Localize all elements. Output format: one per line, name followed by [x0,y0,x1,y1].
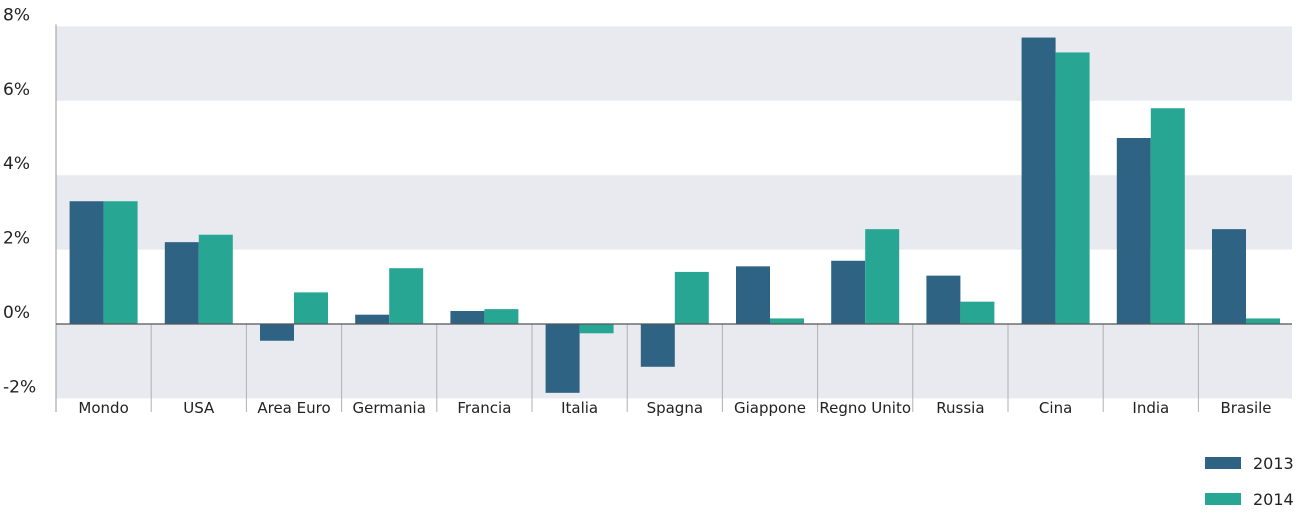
bar-2013-area-euro [260,324,294,341]
bar-2014-cina [1055,52,1090,324]
x-tick-label: Brasile [1220,399,1271,417]
bar-2013-spagna [640,324,675,367]
y-tick-label: 4% [3,154,30,174]
bar-2013-italia [545,324,580,393]
legend-label-2014: 2014 [1253,490,1294,509]
x-axis-ticks: Mondo USA Area Euro Germania Francia Italia Sp… [78,399,1271,417]
bar-2014-area-euro [294,292,328,324]
bar-2013-india [1116,138,1151,324]
bar-2014-francia [484,309,519,324]
bar-2014-germania [389,268,424,324]
bar-2014-mondo [103,201,138,324]
bar-2014-giappone [770,318,804,324]
bar-2013-francia [450,310,485,324]
y-tick-label: 6% [3,80,30,100]
bar-2014-india [1150,108,1185,325]
y-tick-label: 0% [3,303,30,323]
legend: 2013 2014 [1205,454,1294,509]
x-tick-label: Area Euro [257,399,330,417]
bar-2014-spagna [674,271,709,324]
y-axis-ticks: -2% 0% 2% 4% 6% 8% [3,5,36,397]
bar-2014-russia [960,301,995,324]
x-tick-label: Russia [936,399,984,417]
x-tick-label: Cina [1039,399,1072,417]
x-tick-label: Francia [457,399,511,417]
bar-2013-brasile [1212,229,1246,324]
bars [69,37,1280,393]
grid-band [56,26,1292,101]
x-tick-label: Giappone [734,399,806,417]
grid-band [56,175,1292,250]
bar-2013-usa [164,242,199,324]
bar-2013-russia [926,275,961,324]
x-tick-label: Germania [352,399,425,417]
bar-2014-regno-unito [865,229,900,324]
y-tick-label: 8% [3,5,30,25]
bar-2014-usa [198,234,233,324]
bar-2014-italia [579,324,614,334]
legend-swatch-2014 [1205,493,1241,505]
legend-swatch-2013 [1205,457,1241,469]
x-tick-label: India [1132,399,1169,417]
y-tick-label: -2% [3,377,36,397]
x-tick-label: Spagna [647,399,703,417]
bar-2013-giappone [736,266,770,324]
bar-2013-regno-unito [831,260,866,324]
x-tick-label: Italia [561,399,598,417]
bar-2013-cina [1021,37,1056,325]
y-tick-label: 2% [3,229,30,249]
category-dividers [150,324,1199,412]
x-tick-label: USA [183,399,215,417]
bar-2013-mondo [69,201,104,324]
bar-2014-brasile [1246,318,1280,324]
bar-2013-germania [355,314,390,324]
x-tick-label: Regno Unito [819,399,911,417]
x-tick-label: Mondo [78,399,128,417]
legend-label-2013: 2013 [1253,454,1294,473]
axes [55,24,1292,412]
